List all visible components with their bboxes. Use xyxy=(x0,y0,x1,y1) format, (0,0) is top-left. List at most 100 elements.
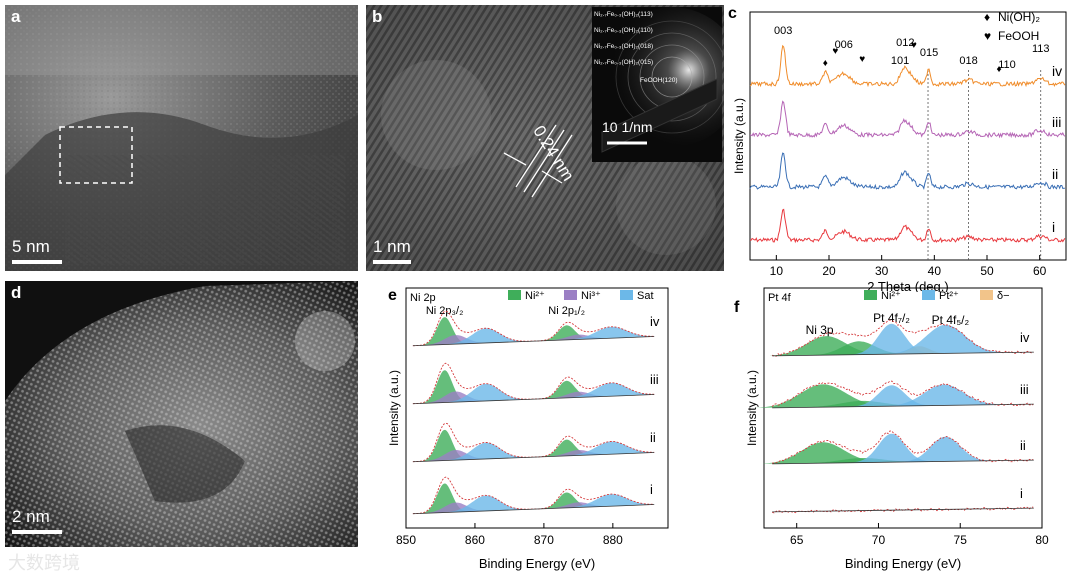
peak-index-label: 006 xyxy=(835,39,853,51)
panel-b-hrtem-image: 0.24 nm b 1 nm Ni₂.₇Fe₀.₃(OH)₂(113) Ni₂.₇… xyxy=(366,5,724,271)
peak-index-label: 003 xyxy=(774,25,792,37)
saed-scale-label: 10 1/nm xyxy=(602,119,653,135)
background-line xyxy=(412,336,655,347)
legend-label: Pt²⁺ xyxy=(939,290,959,302)
background-line xyxy=(772,403,1034,409)
series-label: ii xyxy=(1020,438,1026,453)
saed-ring-label: Ni₂.₇Fe₀.₃(OH)₂(015) xyxy=(594,59,654,66)
xrd-series-line xyxy=(749,152,1065,190)
panel-label-a: a xyxy=(11,7,21,26)
series-label: iii xyxy=(1020,382,1029,397)
fit-component-area xyxy=(444,328,526,345)
legend-label: FeOOH xyxy=(998,29,1039,43)
saed-ring-label: Ni₂.₇Fe₀.₃(OH)₂(018) xyxy=(594,43,654,50)
x-axis-label: Binding Energy (eV) xyxy=(479,556,595,571)
plot-frame xyxy=(405,287,669,529)
fit-component-area xyxy=(545,334,611,341)
background-line xyxy=(412,394,655,405)
chart-title: Pt 4f xyxy=(768,292,792,304)
peak-annotation: Ni 3p xyxy=(806,323,834,337)
series-label: iv xyxy=(1020,330,1030,345)
x-tick-label: 880 xyxy=(603,533,623,547)
x-tick-label: 10 xyxy=(770,264,784,278)
tem-texture-a xyxy=(5,5,358,271)
fit-envelope-line xyxy=(772,319,1034,357)
watermark-text: 大数跨境 xyxy=(8,553,80,574)
fit-envelope-line xyxy=(412,476,655,515)
legend-label: δ− xyxy=(997,290,1010,302)
legend-symbol: ♥ xyxy=(984,29,991,43)
scale-bar-a xyxy=(12,260,62,264)
x-tick-label: 860 xyxy=(465,533,485,547)
xrd-series-line xyxy=(749,208,1066,244)
peak-annotation: Ni 2p₁/₂ xyxy=(548,305,585,317)
chart-title: Ni 2p xyxy=(410,292,436,304)
panel-f-xps-pt4f-chart: f Pt 4f Ni²⁺ Pt²⁺ δ− Ni 3p Pt 4f₇/₂ Pt 4f₅/₂ 65 7… xyxy=(720,282,1080,581)
legend-label: Ni(OH)₂ xyxy=(998,10,1040,24)
peak-index-label: 101 xyxy=(891,55,909,67)
peak-annotation: Ni 2p₃/₂ xyxy=(426,305,464,317)
saed-inset: Ni₂.₇Fe₀.₃(OH)₂(113) Ni₂.₇Fe₀.₃(OH)₂(110)… xyxy=(592,7,724,162)
panel-label-b: b xyxy=(372,7,383,26)
panel-label-e: e xyxy=(388,287,397,304)
saed-ring-label: FeOOH(120) xyxy=(640,77,678,84)
fit-envelope-line xyxy=(412,362,655,405)
fit-component-area xyxy=(852,433,931,463)
background-line xyxy=(772,459,1034,465)
phase-marker: ♦ xyxy=(823,58,828,69)
series-label: i xyxy=(1020,486,1023,501)
panel-label-f: f xyxy=(734,299,740,316)
phase-marker: ♦ xyxy=(997,64,1002,75)
legend-swatch xyxy=(864,290,877,300)
phase-marker: ♥ xyxy=(911,40,917,51)
saed-pattern xyxy=(592,7,724,162)
fit-component-area xyxy=(566,326,656,340)
series-label: iv xyxy=(1052,63,1062,79)
y-axis-label: Intensity (a.u.) xyxy=(732,98,746,174)
legend-swatch xyxy=(922,290,935,300)
peak-index-label: 113 xyxy=(1032,43,1050,55)
lattice-spacing-marker xyxy=(503,124,573,198)
legend-label: Ni²⁺ xyxy=(881,290,901,302)
fit-component-area xyxy=(901,436,990,462)
fit-component-area xyxy=(545,502,611,509)
x-tick-label: 65 xyxy=(790,533,804,547)
legend-swatch xyxy=(564,290,577,300)
fit-component-area xyxy=(566,382,656,398)
x-tick-label: 870 xyxy=(534,533,554,547)
fit-envelope-line xyxy=(771,380,1034,407)
xps-ni2p-chart-svg: e Ni 2p Ni²⁺ Ni³⁺ Sat Ni 2p₃/₂ Ni 2p₁/₂ 850 860 8… xyxy=(387,287,669,571)
series-label: ii xyxy=(650,430,656,445)
x-tick-label: 30 xyxy=(875,264,889,278)
scale-bar-d xyxy=(12,530,62,534)
fit-envelope-line xyxy=(412,310,655,347)
x-axis-label: 2 Theta (deg.) xyxy=(867,279,948,292)
scale-label-d: 2 nm xyxy=(12,507,50,526)
y-axis-label: Intensity (a.u.) xyxy=(745,370,759,446)
peak-index-label: 110 xyxy=(998,59,1016,71)
legend-symbol: ♦ xyxy=(984,10,990,24)
peak-annotation: Pt 4f₇/₂ xyxy=(873,311,910,325)
x-tick-label: 75 xyxy=(954,533,968,547)
fit-component-area xyxy=(545,391,611,399)
legend-swatch xyxy=(620,290,633,300)
panel-c-xrd-chart: c 10 20 30 40 50 60 2 Theta (deg.) Intensity (a.… xyxy=(728,2,1078,292)
series-label: iii xyxy=(650,372,659,387)
fit-component-area xyxy=(885,384,1003,406)
haadf-texture-d xyxy=(5,281,358,547)
series-label: iv xyxy=(650,314,660,329)
peak-index-label: 015 xyxy=(920,47,938,59)
background-line xyxy=(412,452,655,463)
x-tick-label: 80 xyxy=(1035,533,1049,547)
fit-component-area xyxy=(545,450,611,457)
background-line xyxy=(772,351,1034,357)
series-label: i xyxy=(650,482,653,497)
fit-component-area xyxy=(886,324,1005,354)
xrd-chart-svg: c 10 20 30 40 50 60 2 Theta (deg.) Intensity (a.… xyxy=(728,5,1067,292)
peak-annotation: Pt 4f₅/₂ xyxy=(932,313,970,327)
xrd-series-line xyxy=(749,100,1066,139)
fit-component-area xyxy=(444,442,526,461)
fit-component-area xyxy=(444,383,526,403)
fit-envelope-line xyxy=(772,430,1034,464)
x-tick-label: 70 xyxy=(872,533,886,547)
